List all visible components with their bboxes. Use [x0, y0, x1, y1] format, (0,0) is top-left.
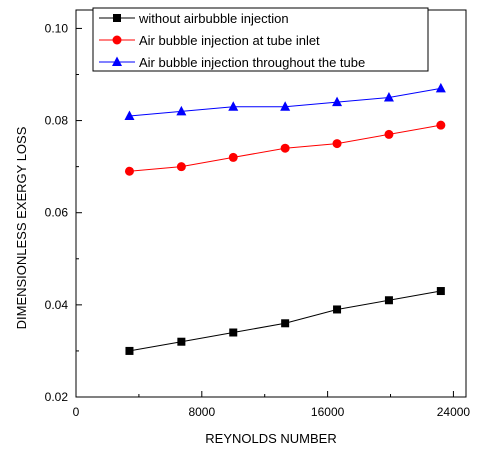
legend-label: Air bubble injection at tube inlet [139, 33, 320, 48]
series-layer [124, 82, 446, 355]
data-point [333, 305, 342, 314]
legend-label: Air bubble injection throughout the tube [139, 55, 365, 70]
data-point [383, 92, 394, 102]
x-tick-label: 0 [73, 405, 80, 419]
legend-box [92, 7, 429, 72]
data-point [435, 82, 446, 93]
series-1 [124, 120, 446, 176]
data-point [176, 162, 186, 172]
data-point [436, 120, 446, 130]
data-point [281, 319, 290, 328]
data-point [124, 166, 134, 176]
y-tick-label: 0.04 [45, 298, 69, 312]
data-point [332, 139, 342, 149]
data-point [177, 337, 186, 346]
y-tick-label: 0.10 [45, 21, 69, 35]
x-tick-label: 8000 [188, 405, 215, 419]
data-point [228, 101, 239, 111]
legend-marker [112, 56, 122, 66]
y-axis-label: DIMENSIONLESS EXERGY LOSS [14, 126, 29, 329]
legend-marker [112, 35, 122, 45]
data-point [332, 96, 343, 107]
y-tick-label: 0.02 [45, 390, 69, 404]
data-point [280, 143, 290, 153]
data-point [125, 346, 134, 355]
data-point [229, 328, 238, 337]
data-point [124, 110, 135, 120]
data-point [436, 287, 445, 296]
series-0 [125, 287, 445, 355]
y-tick-label: 0.06 [45, 206, 69, 220]
axes: 0.02 0.04 0.06 0.08 0.10 0 8000 16000 24000 [45, 9, 471, 419]
legend-marker [113, 14, 121, 22]
x-tick-label: 24000 [437, 405, 471, 419]
legend-label: without airbubble injection [138, 11, 289, 26]
data-point [228, 152, 238, 162]
data-point [280, 101, 291, 111]
data-point [384, 296, 393, 305]
legend: without airbubble injection Air bubble in… [92, 7, 429, 72]
series-2 [124, 82, 446, 120]
x-tick-label: 16000 [311, 405, 345, 419]
data-point [176, 105, 187, 116]
x-axis-label: REYNOLDS NUMBER [205, 431, 336, 446]
data-point [384, 129, 394, 139]
y-tick-label: 0.08 [45, 114, 69, 128]
